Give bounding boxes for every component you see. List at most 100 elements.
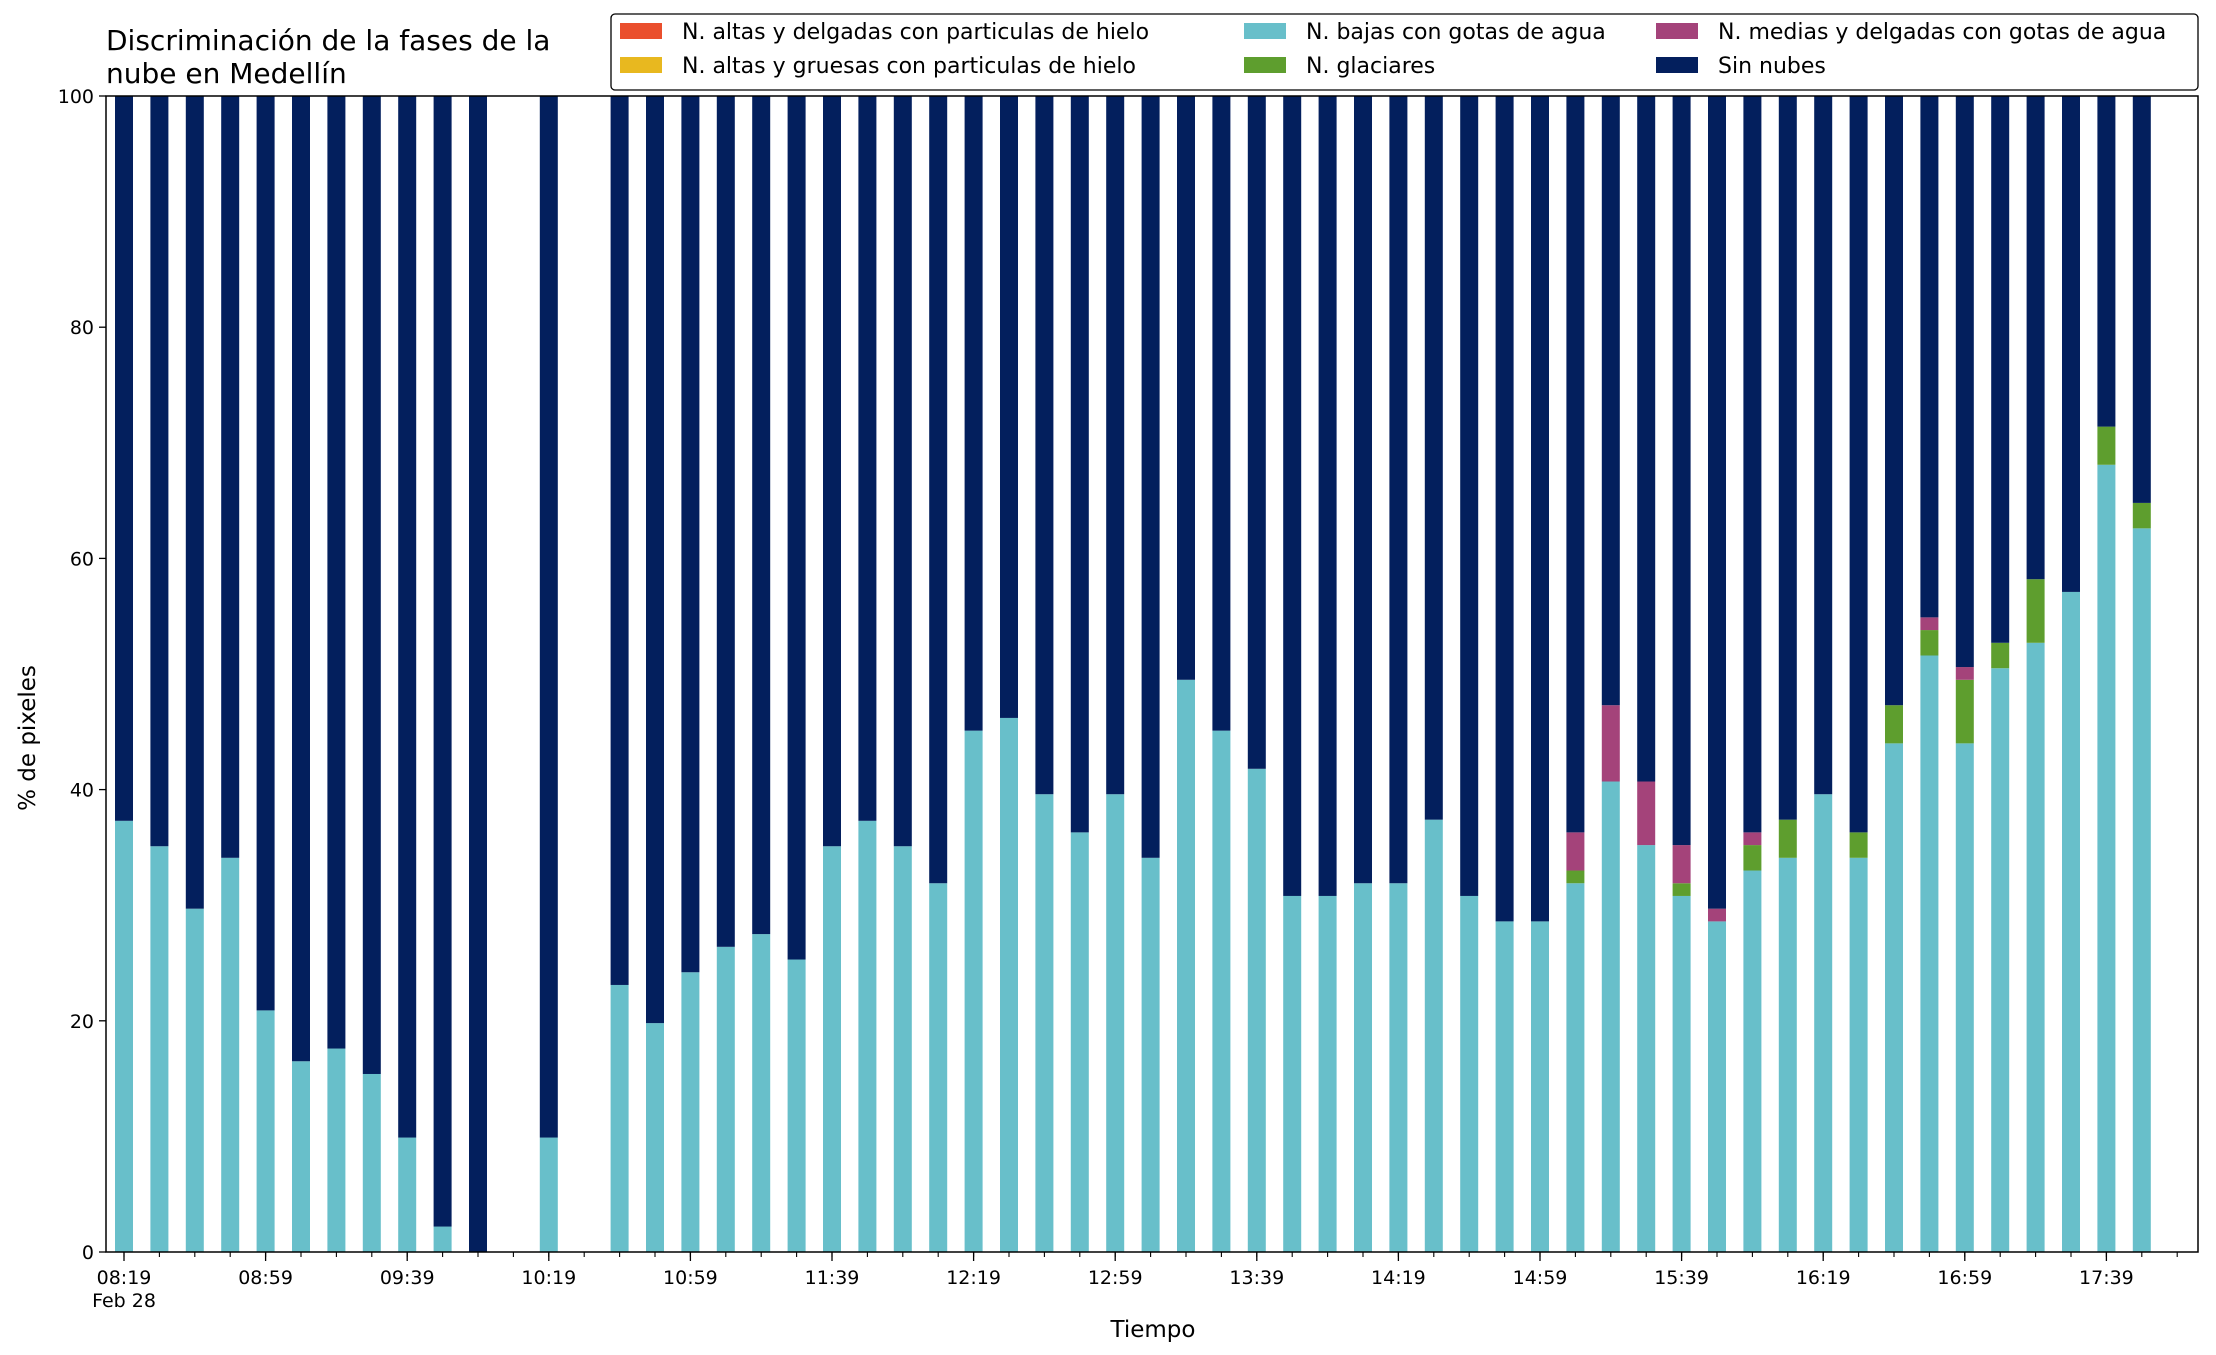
bar-segment — [1141, 96, 1160, 858]
bar-segment — [1566, 832, 1585, 871]
chart-title-line-1: Discriminación de la fases de la — [106, 24, 550, 57]
bar-segment — [610, 984, 629, 1252]
bar-segment — [1991, 96, 2010, 643]
bar-segment — [1743, 832, 1762, 846]
bar-segment — [292, 1061, 310, 1252]
bar-segment — [1637, 781, 1656, 846]
bar-segment — [1389, 96, 1408, 884]
bar-segment — [469, 96, 487, 1252]
bar-segment — [964, 730, 983, 1252]
bar-segment — [1000, 96, 1018, 718]
bar-segment — [1637, 96, 1656, 782]
bar-segment — [716, 946, 735, 1252]
bar-segment — [1212, 96, 1231, 731]
bar-segment — [1708, 96, 1726, 909]
bar-segment — [1778, 857, 1797, 1252]
y-axis-label: % de pixeles — [15, 665, 41, 811]
bar-segment — [1955, 743, 1974, 1252]
bar-segment — [681, 972, 700, 1252]
bar-segment — [221, 96, 240, 858]
x-tick-label: 09:39 — [380, 1267, 435, 1289]
chart-title: Discriminación de la fases de la nube en… — [106, 24, 550, 90]
bar-segment — [433, 96, 452, 1227]
bar-segment — [1920, 617, 1939, 631]
bar-segment — [1035, 794, 1054, 1252]
bar-segment — [1106, 96, 1125, 795]
chart-title-line-2: nube en Medellín — [106, 57, 347, 90]
bar-segment — [1743, 870, 1762, 1252]
x-tick-label: 14:19 — [1371, 1267, 1426, 1289]
bar-segment — [1991, 642, 2010, 669]
legend-label: N. altas y delgadas con particulas de hi… — [682, 20, 1149, 45]
bar-segment — [1424, 819, 1443, 1252]
bar-segment — [150, 846, 169, 1252]
bar-segment — [1283, 895, 1302, 1252]
bar-segment — [398, 1137, 417, 1252]
bar-segment — [2132, 502, 2151, 529]
x-tick-label: 16:59 — [1937, 1267, 1992, 1289]
y-tick-label: 0 — [82, 1242, 94, 1264]
bar-segment — [115, 96, 133, 821]
y-tick-label: 60 — [70, 548, 94, 570]
bar-segment — [1495, 96, 1514, 922]
legend-label: N. glaciares — [1306, 54, 1435, 79]
bar-segment — [893, 846, 912, 1252]
bar-segment — [646, 96, 664, 1024]
legend-label: N. bajas con gotas de agua — [1306, 20, 1606, 45]
bar-segment — [362, 96, 381, 1074]
bar-segment — [1566, 870, 1585, 884]
bar-segment — [1601, 781, 1620, 1252]
bar-segment — [1885, 96, 1903, 706]
bar-segment — [929, 883, 948, 1252]
x-tick-label: 08:59 — [238, 1267, 293, 1289]
legend-swatch — [1244, 57, 1286, 73]
legend-label: N. medias y delgadas con gotas de agua — [1718, 20, 2166, 45]
bar-segment — [1849, 96, 1868, 833]
bar-segment — [1389, 883, 1408, 1252]
bar-segment — [2132, 96, 2151, 503]
x-tick-label: 17:39 — [2079, 1267, 2134, 1289]
bar-segment — [1177, 96, 1195, 680]
bar-segment — [1424, 96, 1443, 820]
bar-segment — [1991, 668, 2010, 1252]
bar-segment — [1814, 96, 1833, 795]
bar-segment — [1247, 768, 1266, 1252]
plot-frame — [105, 95, 2199, 1253]
bar-segment — [2026, 579, 2045, 643]
bar-segment — [1070, 832, 1089, 1252]
bar-segment — [115, 820, 133, 1252]
bar-segment — [1708, 921, 1726, 1252]
bar-segment — [362, 1073, 381, 1252]
legend-swatch — [1656, 57, 1698, 73]
bar-segment — [2132, 528, 2151, 1252]
bar-segment — [1743, 845, 1762, 871]
bar-segment — [1672, 895, 1691, 1252]
bar-segment — [221, 857, 240, 1252]
bar-segment — [1566, 96, 1585, 833]
bar-stacks — [115, 96, 2151, 1252]
bar-segment — [1849, 832, 1868, 858]
bar-segment — [185, 96, 204, 909]
bar-segment — [1106, 794, 1125, 1252]
x-tick-label: 12:19 — [946, 1267, 1001, 1289]
y-tick-label: 20 — [70, 1011, 94, 1033]
bar-segment — [1920, 630, 1939, 656]
bar-segment — [539, 96, 558, 1138]
bar-segment — [1531, 96, 1549, 922]
bar-segment — [2062, 591, 2080, 1252]
x-tick-label: 15:39 — [1654, 1267, 1709, 1289]
bar-segment — [2026, 642, 2045, 1252]
bar-segment — [1708, 908, 1726, 922]
bar-segment — [1035, 96, 1054, 795]
bar-segment — [433, 1226, 452, 1252]
bar-segment — [1141, 857, 1160, 1252]
bar-segment — [1955, 96, 1974, 668]
bar-segment — [1283, 96, 1302, 896]
legend-swatch — [1656, 23, 1698, 39]
x-tick-label: 12:59 — [1088, 1267, 1143, 1289]
x-tick-label: 13:39 — [1229, 1267, 1284, 1289]
bar-segment — [1354, 96, 1372, 884]
bar-segment — [823, 846, 841, 1252]
bar-segment — [1460, 895, 1479, 1252]
